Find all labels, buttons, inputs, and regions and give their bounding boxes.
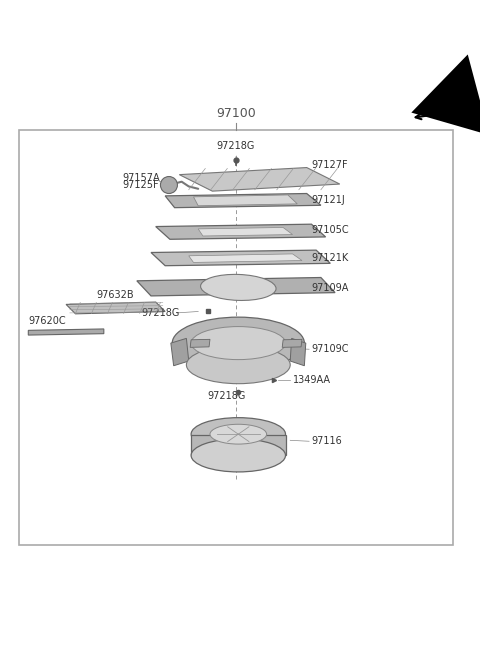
Text: 1349AA: 1349AA xyxy=(293,375,331,385)
Text: 97109A: 97109A xyxy=(312,283,349,293)
Text: 97127F: 97127F xyxy=(312,160,348,170)
Ellipse shape xyxy=(210,424,266,444)
Ellipse shape xyxy=(191,327,286,359)
Circle shape xyxy=(160,176,178,194)
Text: FR.: FR. xyxy=(446,107,469,120)
Polygon shape xyxy=(282,339,302,347)
Text: 97116: 97116 xyxy=(312,436,342,446)
Polygon shape xyxy=(180,167,340,191)
Polygon shape xyxy=(190,339,210,347)
Polygon shape xyxy=(171,338,189,366)
Polygon shape xyxy=(137,277,335,296)
Polygon shape xyxy=(165,194,321,208)
Text: 97620C: 97620C xyxy=(28,316,66,325)
Polygon shape xyxy=(28,329,104,335)
Text: 97105C: 97105C xyxy=(312,225,349,235)
Text: 97218G: 97218G xyxy=(142,308,180,318)
Text: 97121K: 97121K xyxy=(312,253,348,263)
Polygon shape xyxy=(66,302,165,314)
Ellipse shape xyxy=(191,439,286,472)
Text: 97109C: 97109C xyxy=(312,344,349,354)
Polygon shape xyxy=(189,254,302,262)
Text: 97218G: 97218G xyxy=(208,392,246,401)
Text: 97121J: 97121J xyxy=(312,195,345,205)
Text: 97157A: 97157A xyxy=(123,173,160,183)
Polygon shape xyxy=(156,224,325,239)
Text: 97125F: 97125F xyxy=(123,180,159,190)
Text: 97632B: 97632B xyxy=(97,290,134,300)
FancyBboxPatch shape xyxy=(19,130,453,545)
Polygon shape xyxy=(193,195,297,206)
Text: FR.: FR. xyxy=(441,100,464,113)
Ellipse shape xyxy=(201,274,276,300)
Polygon shape xyxy=(191,435,286,455)
Polygon shape xyxy=(290,338,306,366)
Ellipse shape xyxy=(172,317,304,369)
Text: 97100: 97100 xyxy=(216,108,256,120)
Ellipse shape xyxy=(186,346,290,384)
Polygon shape xyxy=(151,250,330,266)
Ellipse shape xyxy=(191,418,286,451)
Polygon shape xyxy=(198,228,293,236)
Text: 97218G: 97218G xyxy=(217,141,255,157)
